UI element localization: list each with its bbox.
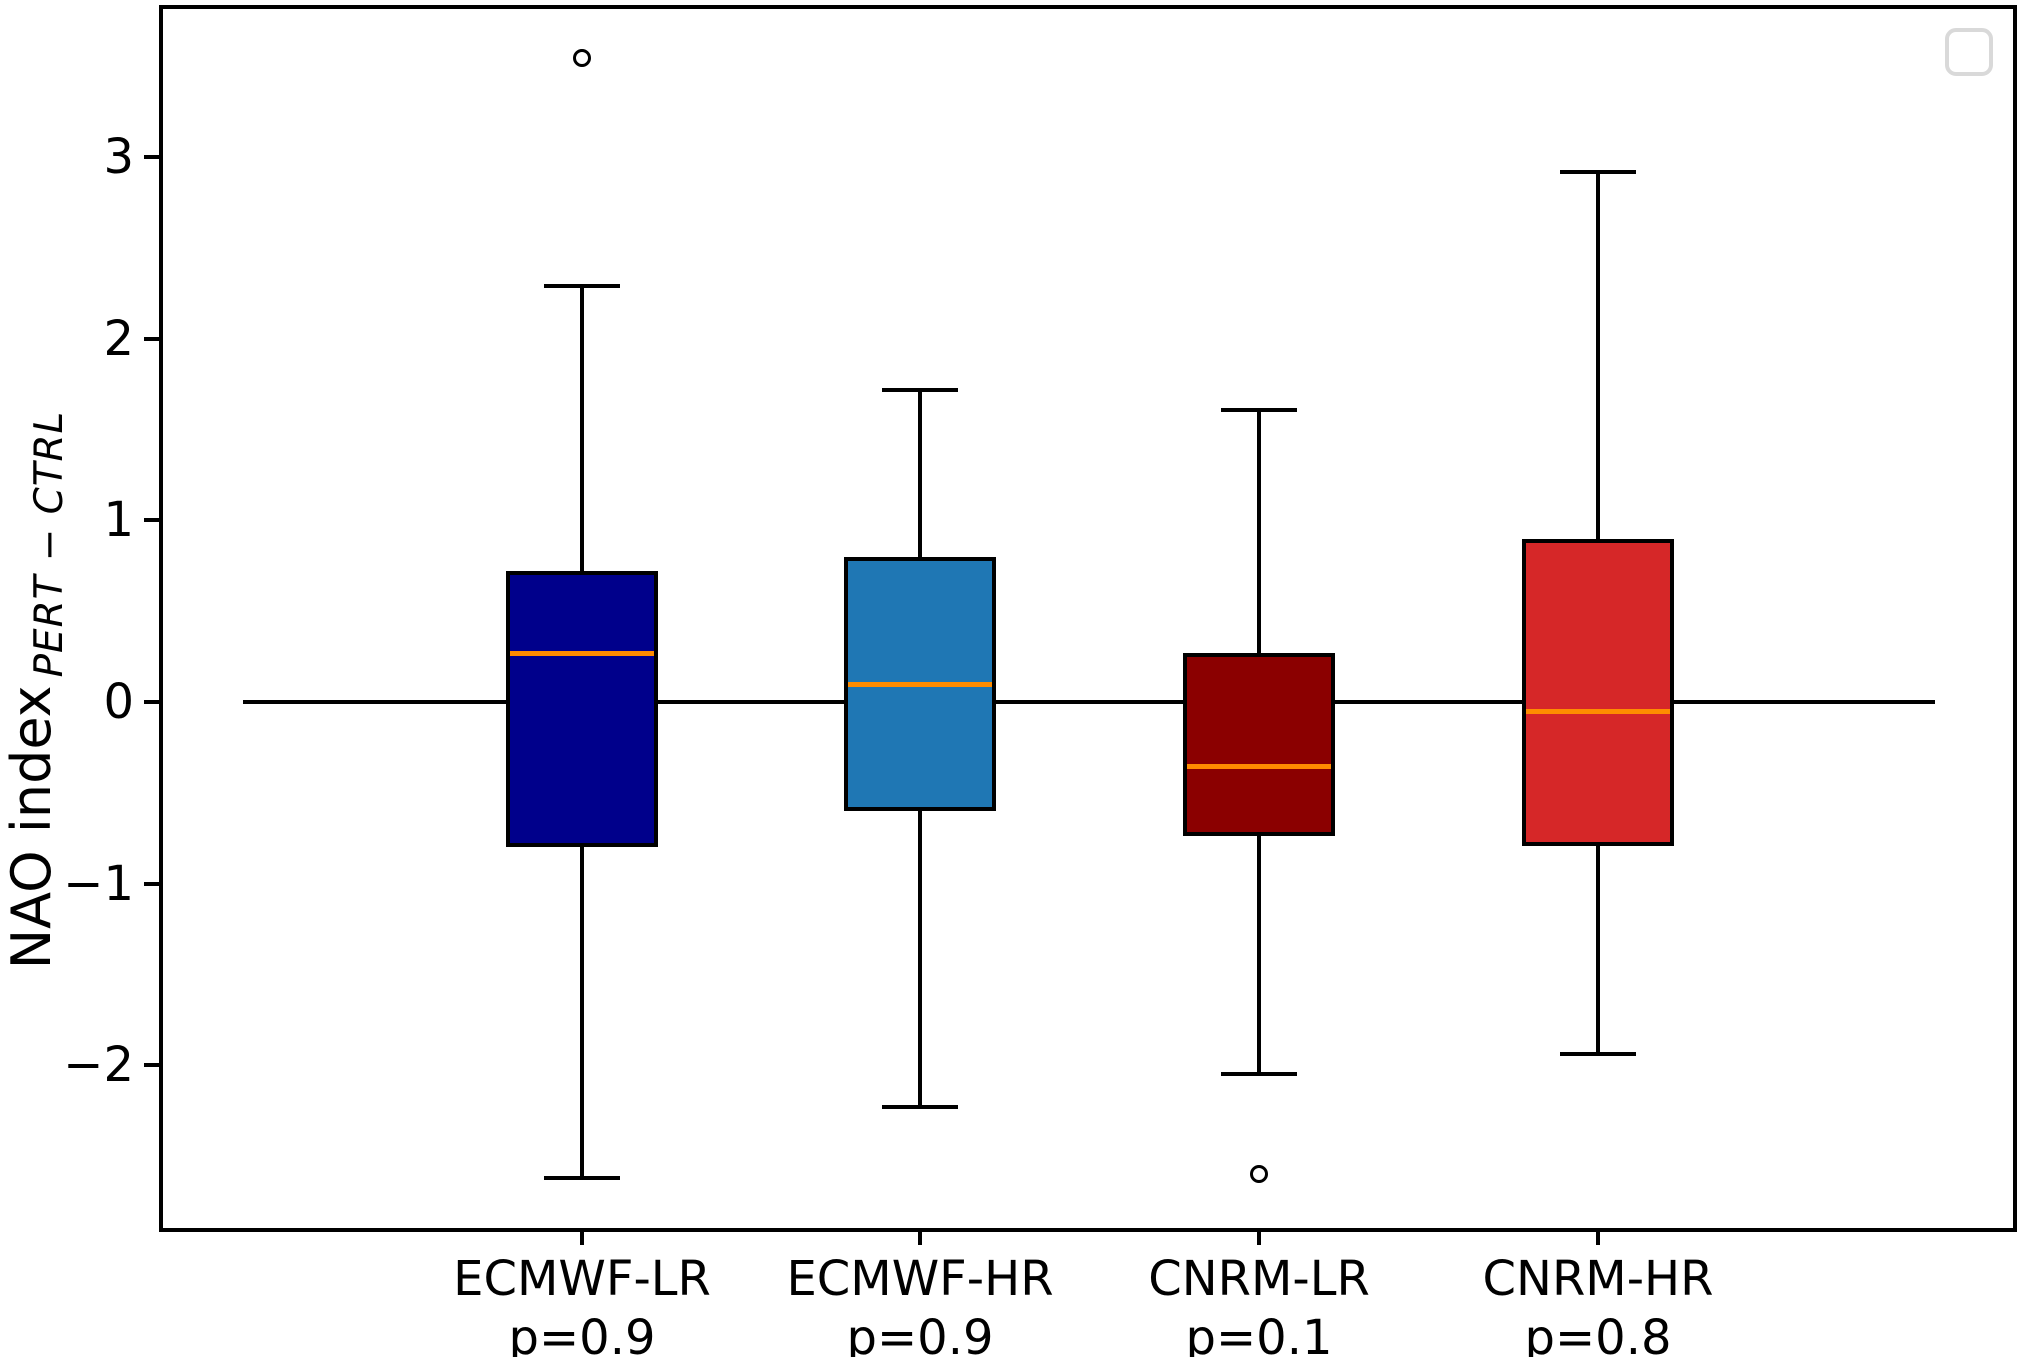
x-tick-label-name: CNRM-LR [1148,1251,1370,1307]
y-tick-label: −1 [63,856,134,912]
x-tick-label-pvalue: p=0.9 [846,1309,994,1357]
whisker-cap-upper [882,388,958,392]
median-line [1526,709,1670,714]
whisker-upper [1257,410,1261,653]
x-tick-label: CNRM-LR p=0.1 [1148,1250,1370,1357]
whisker-lower [580,847,584,1177]
x-tick-label-name: ECMWF-LR [453,1251,711,1307]
x-tick-mark [1257,1232,1261,1245]
plot-area [159,5,2017,1232]
outlier-point [573,49,591,67]
x-tick-label-pvalue: p=0.9 [508,1309,656,1357]
outlier-point [1250,1165,1268,1183]
zero-line [243,700,1935,704]
x-tick-label-pvalue: p=0.1 [1185,1309,1333,1357]
y-tick-label: 2 [103,311,134,367]
y-tick-mark [144,882,159,886]
whisker-lower [1596,845,1600,1054]
whisker-upper [1596,172,1600,539]
x-tick-mark [918,1232,922,1245]
median-line [1187,764,1331,769]
median-line [848,682,992,687]
y-tick-mark [144,155,159,159]
x-tick-label: CNRM-HR p=0.8 [1483,1250,1714,1357]
whisker-cap-lower [1560,1052,1636,1056]
whisker-cap-upper [544,284,620,288]
y-tick-mark [144,518,159,522]
box-CNRM-LR [1183,653,1335,836]
y-tick-label: 3 [103,129,134,185]
y-tick-label: 1 [103,492,134,548]
x-tick-mark [580,1232,584,1245]
whisker-cap-lower [882,1105,958,1109]
whisker-upper [918,390,922,557]
legend-box [1945,28,1993,76]
y-tick-mark [144,700,159,704]
whisker-cap-lower [1221,1072,1297,1076]
box-CNRM-HR [1522,539,1674,846]
box-ECMWF-LR [506,571,658,847]
x-tick-label: ECMWF-LR p=0.9 [453,1250,711,1357]
x-tick-label-name: ECMWF-HR [786,1251,1054,1307]
median-line [510,651,654,656]
whisker-cap-upper [1221,408,1297,412]
y-tick-label: −2 [63,1037,134,1093]
y-tick-mark [144,337,159,341]
whisker-upper [580,286,584,571]
x-tick-label: ECMWF-HR p=0.9 [786,1250,1053,1357]
whisker-lower [1257,836,1261,1074]
x-tick-mark [1596,1232,1600,1245]
whisker-lower [918,811,922,1107]
x-tick-label-name: CNRM-HR [1482,1251,1714,1307]
y-tick-label: 0 [103,674,134,730]
x-tick-label-pvalue: p=0.8 [1524,1309,1672,1357]
whisker-cap-lower [544,1176,620,1180]
y-tick-mark [144,1063,159,1067]
whisker-cap-upper [1560,170,1636,174]
